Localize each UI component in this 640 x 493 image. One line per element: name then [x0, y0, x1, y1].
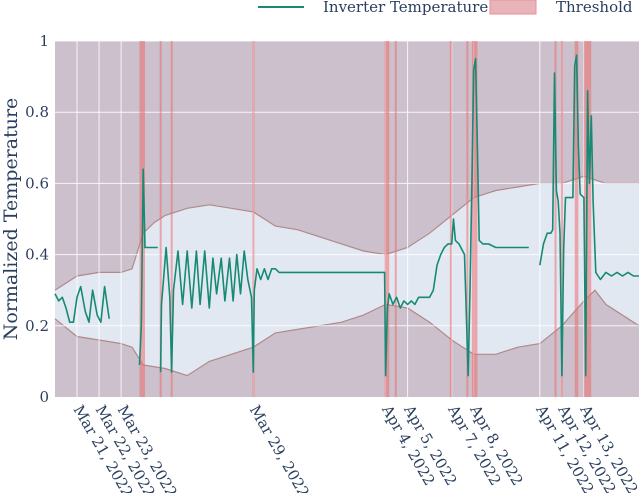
inverter-temperature-segment: [138, 168, 158, 366]
legend-label-threshold: Threshold: [556, 0, 633, 16]
threshold-region: [252, 41, 255, 397]
threshold-region: [471, 41, 478, 397]
y-tick-label: 1: [39, 32, 49, 50]
threshold-region: [170, 41, 173, 397]
inverter-temperature-segment: [54, 285, 110, 324]
y-axis-title: Normalized Temperature: [0, 98, 22, 341]
legend: Inverter Temperature Threshold: [258, 0, 633, 16]
inverter-temperature-line: [54, 54, 639, 377]
threshold-region: [554, 41, 557, 397]
y-tick-label: 0.8: [25, 103, 49, 121]
threshold-region: [466, 41, 469, 397]
legend-swatch-threshold: [489, 0, 537, 15]
y-tick-label: 0.4: [25, 246, 49, 264]
threshold-region: [583, 41, 592, 397]
threshold-region: [394, 41, 397, 397]
y-tick-label: 0.2: [25, 317, 49, 335]
x-tick-label: Mar 29, 2022: [246, 402, 313, 493]
y-tick-label: 0.6: [25, 174, 49, 192]
threshold-region: [384, 41, 390, 397]
inverter-temperature-segment: [539, 54, 639, 377]
threshold-region: [159, 41, 162, 397]
legend-label-inverter-temperature: Inverter Temperature: [323, 0, 488, 16]
threshold-region: [574, 41, 579, 397]
threshold-region: [449, 41, 452, 397]
y-tick-label: 0: [39, 388, 49, 406]
inverter-temperature-segment: [159, 57, 529, 377]
threshold-region: [560, 41, 563, 397]
y-axis-ticks: 0 0.2 0.4 0.6 0.8 1: [25, 32, 49, 406]
